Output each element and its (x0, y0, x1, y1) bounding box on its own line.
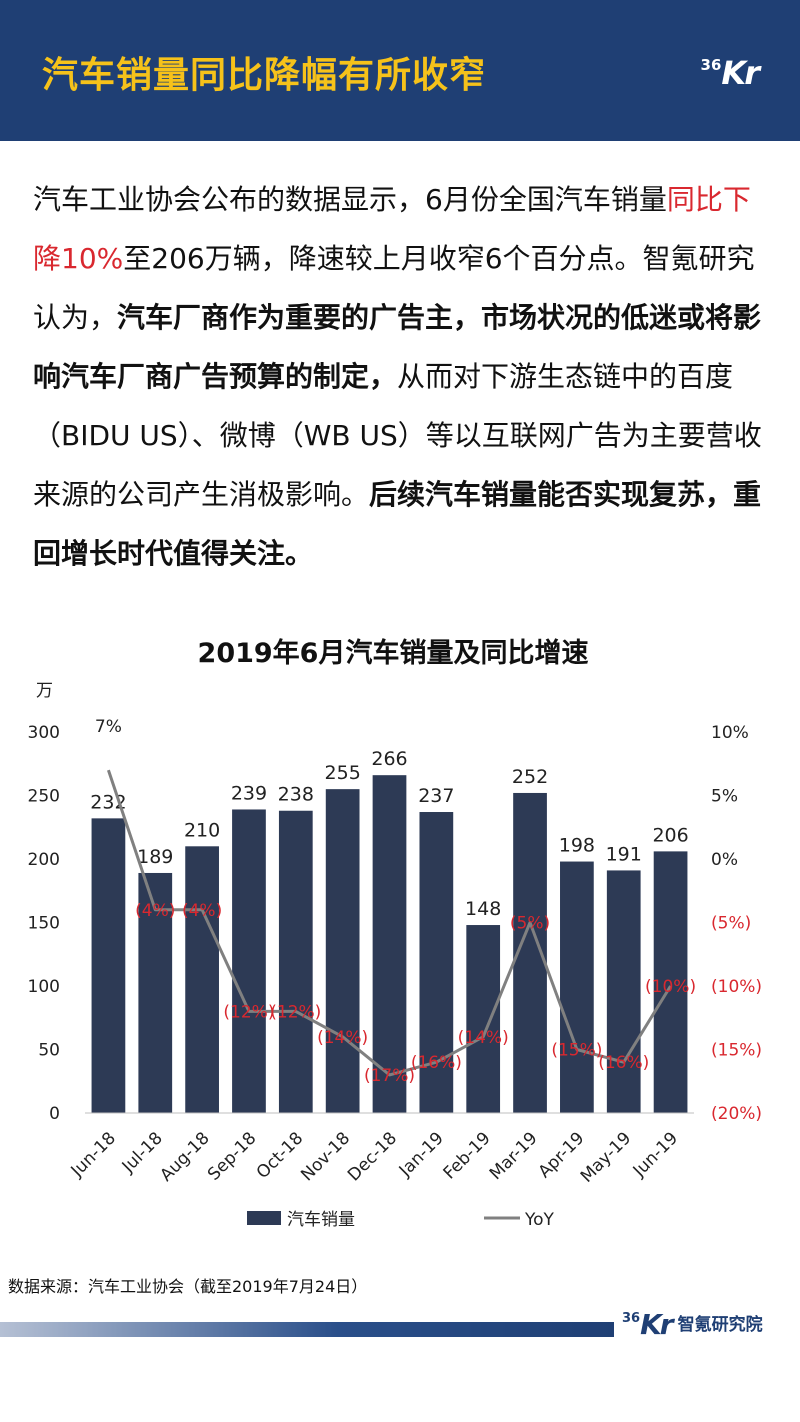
yoy-point-label: (4%) (135, 901, 175, 921)
x-tick-label: Feb-19 (440, 1128, 495, 1183)
y-tick-label: 50 (38, 1041, 60, 1061)
x-tick-label: Jun-19 (629, 1128, 682, 1181)
y2-tick-label: (15%) (711, 1041, 762, 1061)
bar-value-label: 189 (137, 846, 173, 868)
bar-value-label: 148 (465, 898, 501, 920)
bar-nov-18 (325, 789, 360, 1113)
y-axis-unit: 万 (36, 681, 53, 701)
bar-jul-18 (138, 872, 173, 1113)
x-tick-label: Aug-18 (156, 1128, 213, 1185)
bar-value-label: 237 (418, 785, 454, 807)
sales-chart: 2019年6月汽车销量及同比增速万 0 50 100 150 200 250 300 (20%)… (0, 620, 800, 1260)
x-tick-label: Jun-18 (67, 1128, 120, 1181)
yoy-point-label: (14%) (458, 1028, 509, 1048)
y-tick-label: 0 (49, 1104, 60, 1124)
legend-bar-swatch (247, 1211, 281, 1225)
x-tick-label: Jan-19 (395, 1128, 448, 1181)
logo-number: 36 (700, 56, 722, 74)
bar-value-label: 191 (606, 843, 642, 865)
logo-kr: Kr (721, 54, 760, 92)
bar-value-label: 206 (652, 824, 688, 846)
yoy-point-label: (12%) (270, 1002, 321, 1022)
yoy-point-label: (16%) (411, 1053, 462, 1073)
x-tick-label: May-19 (577, 1128, 635, 1186)
bar-aug-18 (185, 846, 219, 1113)
footer-logo-number: 36 (622, 1311, 641, 1326)
yoy-point-label: (17%) (364, 1066, 415, 1086)
y2-tick-label: 5% (711, 787, 738, 807)
bar-value-label: 198 (559, 835, 595, 857)
x-tick-label: Nov-18 (297, 1128, 354, 1185)
bar-value-label: 239 (231, 782, 267, 804)
yoy-point-label: (15%) (551, 1041, 602, 1061)
bar-feb-19 (466, 925, 501, 1113)
page-title: 汽车销量同比降幅有所收窄 (42, 55, 487, 96)
yoy-point-label: (12%) (223, 1002, 274, 1022)
36kr-logo: 36Kr (700, 54, 760, 92)
y-tick-label: 200 (28, 850, 60, 870)
intro-paragraph: 汽车工业协会公布的数据显示，6月份全国汽车销量同比下降10%至206万辆，降速较… (33, 170, 773, 583)
intro-bold-2: 后续汽车销量能否实现复苏，重回增长时代值得关注。 (33, 478, 762, 570)
header-banner: 汽车销量同比降幅有所收窄 36Kr (0, 0, 800, 141)
bar-oct-18 (278, 810, 313, 1113)
bar-value-label: 238 (278, 784, 314, 806)
y-tick-label: 150 (28, 914, 60, 934)
data-source: 数据来源：汽车工业协会（截至2019年7月24日） (8, 1277, 368, 1296)
intro-text-1: 汽车工业协会公布的数据显示，6月份全国汽车销量 (33, 183, 667, 216)
bar-jun-19 (653, 851, 688, 1113)
chart-title: 2019年6月汽车销量及同比增速 (198, 637, 589, 669)
legend-line-label: YoY (524, 1210, 555, 1230)
footer-logo: 36Kr 智氪研究院 (622, 1308, 763, 1341)
yoy-point-label: 7% (95, 717, 122, 737)
y2-tick-label: 10% (711, 723, 749, 743)
bar-jun-18 (91, 818, 126, 1113)
y2-tick-label: (20%) (711, 1104, 762, 1124)
yoy-point-label: (10%) (645, 977, 696, 997)
yoy-point-label: (4%) (182, 901, 222, 921)
x-tick-label: Oct-18 (253, 1128, 308, 1183)
yoy-point-label: (14%) (317, 1028, 368, 1048)
footer-org-name: 智氪研究院 (677, 1315, 763, 1335)
intro-bold-1: 汽车厂商作为重要的广告主，市场状况的低迷或将影响汽车厂商广告预算的制定， (33, 301, 762, 393)
legend-bar-label: 汽车销量 (287, 1210, 355, 1230)
yoy-point-label: (5%) (510, 914, 550, 934)
bar-value-label: 255 (325, 762, 361, 784)
footer-logo-kr: Kr (640, 1308, 673, 1341)
x-tick-label: Dec-18 (344, 1128, 401, 1185)
bar-apr-19 (560, 861, 594, 1113)
footer-bar (0, 1322, 614, 1337)
intro-text-3: 从而对下游生态链中的百度（BIDU US）、微博（WB US）等以互联网广告为主… (33, 360, 762, 511)
bar-value-label: 210 (184, 819, 220, 841)
bar-may-19 (606, 870, 641, 1113)
yoy-line (107, 769, 672, 1077)
intro-text-2: 至206万辆，降速较上月收窄6个百分点。智氪研究认为， (33, 242, 755, 334)
y-tick-label: 100 (28, 977, 60, 997)
x-tick-label: Sep-18 (204, 1128, 260, 1184)
bar-value-label: 266 (371, 748, 407, 770)
yoy-point-label: (16%) (598, 1053, 649, 1073)
y2-tick-label: (10%) (711, 977, 762, 997)
bar-dec-18 (372, 775, 407, 1113)
bar-value-label: 252 (512, 766, 548, 788)
y2-tick-label: (5%) (711, 914, 751, 934)
y-tick-label: 300 (28, 723, 60, 743)
bar-sep-18 (232, 809, 266, 1113)
x-tick-label: Mar-19 (486, 1128, 542, 1184)
y-tick-label: 250 (28, 787, 60, 807)
y2-tick-label: 0% (711, 850, 738, 870)
intro-highlight: 同比下降10% (33, 183, 751, 275)
